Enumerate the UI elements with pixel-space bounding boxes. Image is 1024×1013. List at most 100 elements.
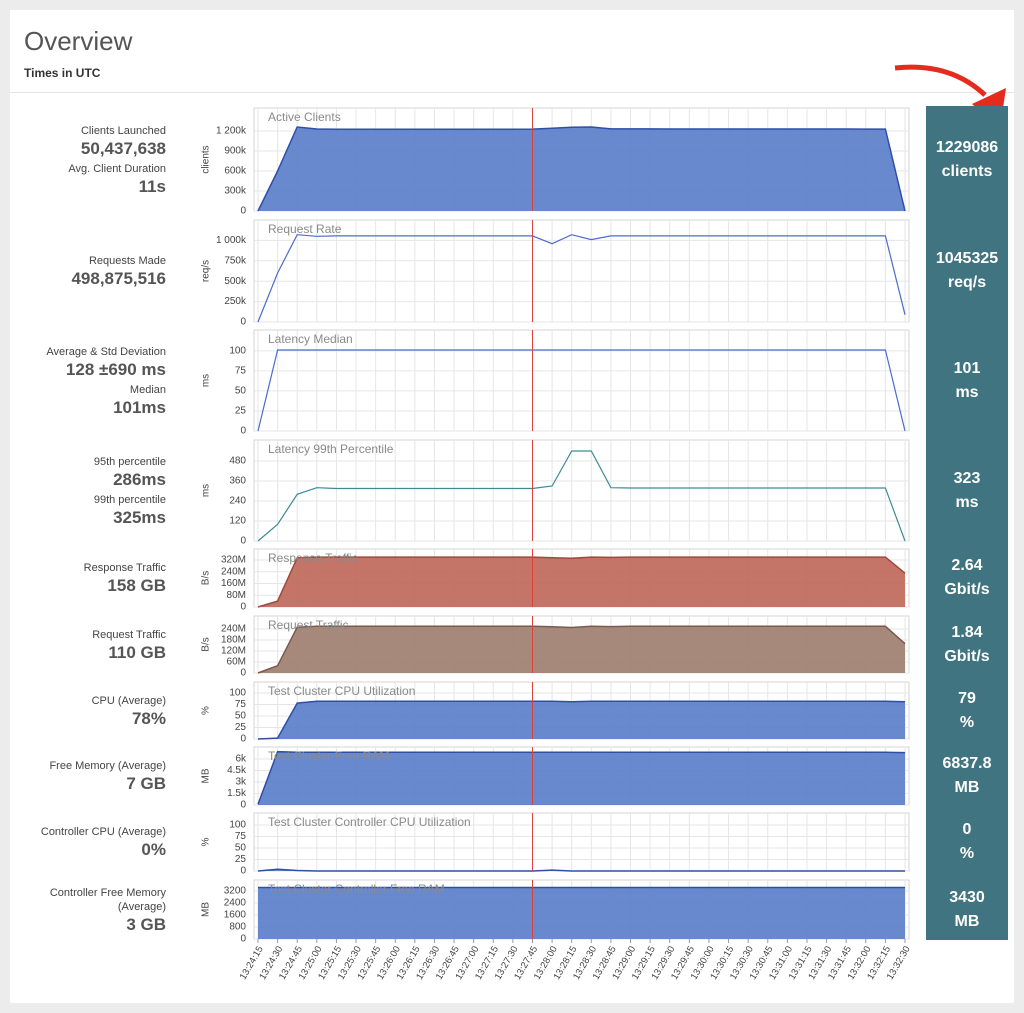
- y-axis-label: ms: [201, 374, 212, 387]
- stats: Requests Made 498,875,516: [10, 220, 166, 322]
- current-unit: MB: [954, 912, 980, 930]
- area-edge: [257, 700, 906, 740]
- stat-value: 78%: [131, 708, 166, 728]
- current-number: 1045325: [935, 250, 999, 267]
- y-tick-label: 0: [240, 934, 246, 945]
- y-axis-label: MB: [201, 768, 212, 783]
- stats: Average & Std Deviation 128 ±690 ms Median…: [10, 330, 166, 431]
- current-value: 323 ms: [926, 467, 1008, 515]
- current-number: 101: [953, 359, 981, 377]
- stats: Clients Launched 50,437,638 Avg. Client Du…: [10, 108, 166, 211]
- y-tick-label: 75: [235, 699, 247, 710]
- stat-value: 128 ±690 ms: [65, 359, 166, 379]
- stat-value: 158 GB: [107, 576, 166, 595]
- current-value: 2.64 Gbit/s: [926, 554, 1008, 602]
- area-edge: [257, 126, 906, 212]
- y-tick-label: 750k: [224, 255, 247, 266]
- stat-label: Request Traffic: [92, 628, 166, 641]
- plot-frame: [253, 812, 910, 872]
- y-tick-label: 25: [235, 854, 247, 865]
- stat-value: 498,875,516: [71, 269, 166, 288]
- y-tick-label: 1 000k: [216, 235, 247, 246]
- current-value: 79%: [926, 687, 1008, 735]
- stat-label: Free Memory (Average): [49, 760, 166, 772]
- panel-title: Latency 99th Percentile: [268, 442, 394, 456]
- stats: 95th percentile 286ms 99th percentile 325ms: [10, 440, 166, 541]
- stat-label: Clients Launched: [80, 124, 166, 137]
- y-tick-label: 6k: [235, 754, 247, 765]
- current-unit: ms: [955, 493, 979, 511]
- current-unit: MB: [954, 779, 980, 796]
- y-tick-label: 75: [235, 366, 247, 377]
- stat-label: Median: [129, 383, 166, 396]
- current-unit: req/s: [947, 274, 987, 291]
- y-tick-label: 75: [235, 831, 247, 842]
- stats: CPU (Average) 78%: [10, 682, 166, 739]
- stats: Free Memory (Average) 7 GB: [10, 747, 166, 805]
- plot-frame: [253, 439, 910, 542]
- divider: [10, 92, 1014, 93]
- stat-label: Requests Made: [88, 255, 166, 267]
- current-number: 3430: [949, 888, 985, 906]
- current-value: 1045325 req/s: [926, 247, 1008, 295]
- current-number: 79: [958, 689, 976, 707]
- y-tick-label: 600k: [224, 166, 247, 177]
- current-number: 6837.8: [942, 755, 992, 772]
- current-number: 1229086: [935, 138, 999, 156]
- current-number: 0: [962, 821, 972, 838]
- current-number: 2.64: [951, 557, 983, 574]
- stat-value: 101ms: [113, 397, 166, 417]
- area: [258, 557, 905, 607]
- y-axis-label: ms: [201, 484, 212, 497]
- y-tick-label: 900k: [224, 146, 247, 157]
- panel-title: Request Traffic: [268, 618, 348, 632]
- stat-label: Response Traffic: [83, 562, 166, 574]
- stat-value: 110 GB: [108, 642, 166, 662]
- y-tick-label: 50: [235, 711, 247, 722]
- y-tick-label: 25: [235, 406, 247, 417]
- current-unit: Gbit/s: [944, 647, 990, 665]
- y-tick-label: 0: [240, 734, 246, 745]
- current-unit: Gbit/s: [944, 581, 990, 598]
- panel-title: Test Cluster Controller CPU Utilization: [268, 815, 471, 829]
- current-value: 0%: [926, 818, 1008, 866]
- panel-title: Test Cluster Controller Free RAM: [268, 882, 445, 896]
- y-tick-label: 0: [240, 866, 246, 877]
- panel-title: Latency Median: [268, 332, 353, 346]
- stat-label: 99th percentile: [93, 493, 166, 506]
- current-number: 1.84: [951, 623, 983, 641]
- y-tick-label: 0: [240, 668, 246, 679]
- stat-label: Avg. Client Duration: [68, 162, 166, 175]
- y-axis-label: %: [201, 706, 212, 715]
- y-tick-label: 180M: [221, 635, 246, 646]
- stat-value: 0%: [141, 840, 166, 859]
- current-panel: 1229086 clients 1045325 req/s 101 ms 323 ms 2.64…: [926, 106, 1008, 940]
- y-tick-label: 500k: [224, 276, 247, 287]
- page-title: Overview: [24, 26, 133, 56]
- y-axis-label: B/s: [201, 637, 212, 651]
- current-unit: clients: [941, 162, 993, 180]
- current-unit: %: [959, 845, 975, 862]
- current-value: 101 ms: [926, 357, 1008, 405]
- y-tick-label: 2400: [224, 898, 247, 909]
- y-tick-label: 320M: [221, 555, 246, 566]
- current-number: 323: [953, 469, 981, 487]
- panel-title: Test Cluster CPU Utilization: [268, 684, 415, 698]
- stat-value: 11s: [138, 176, 166, 196]
- stat-label: Controller Free Memory (Average): [49, 886, 166, 913]
- y-tick-label: 25: [235, 722, 247, 733]
- panel-title: Active Clients: [268, 110, 341, 124]
- y-tick-label: 160M: [221, 578, 246, 589]
- y-tick-label: 4.5k: [227, 765, 247, 776]
- y-tick-label: 3k: [235, 777, 247, 788]
- y-tick-label: 3200: [224, 886, 247, 897]
- y-tick-label: 250k: [224, 296, 247, 307]
- y-tick-label: 480: [229, 456, 246, 467]
- current-unit: ms: [955, 383, 979, 401]
- y-axis-label: MB: [201, 902, 212, 917]
- stats: Controller CPU (Average) 0%: [10, 813, 166, 871]
- area: [258, 127, 905, 211]
- line: [257, 234, 906, 323]
